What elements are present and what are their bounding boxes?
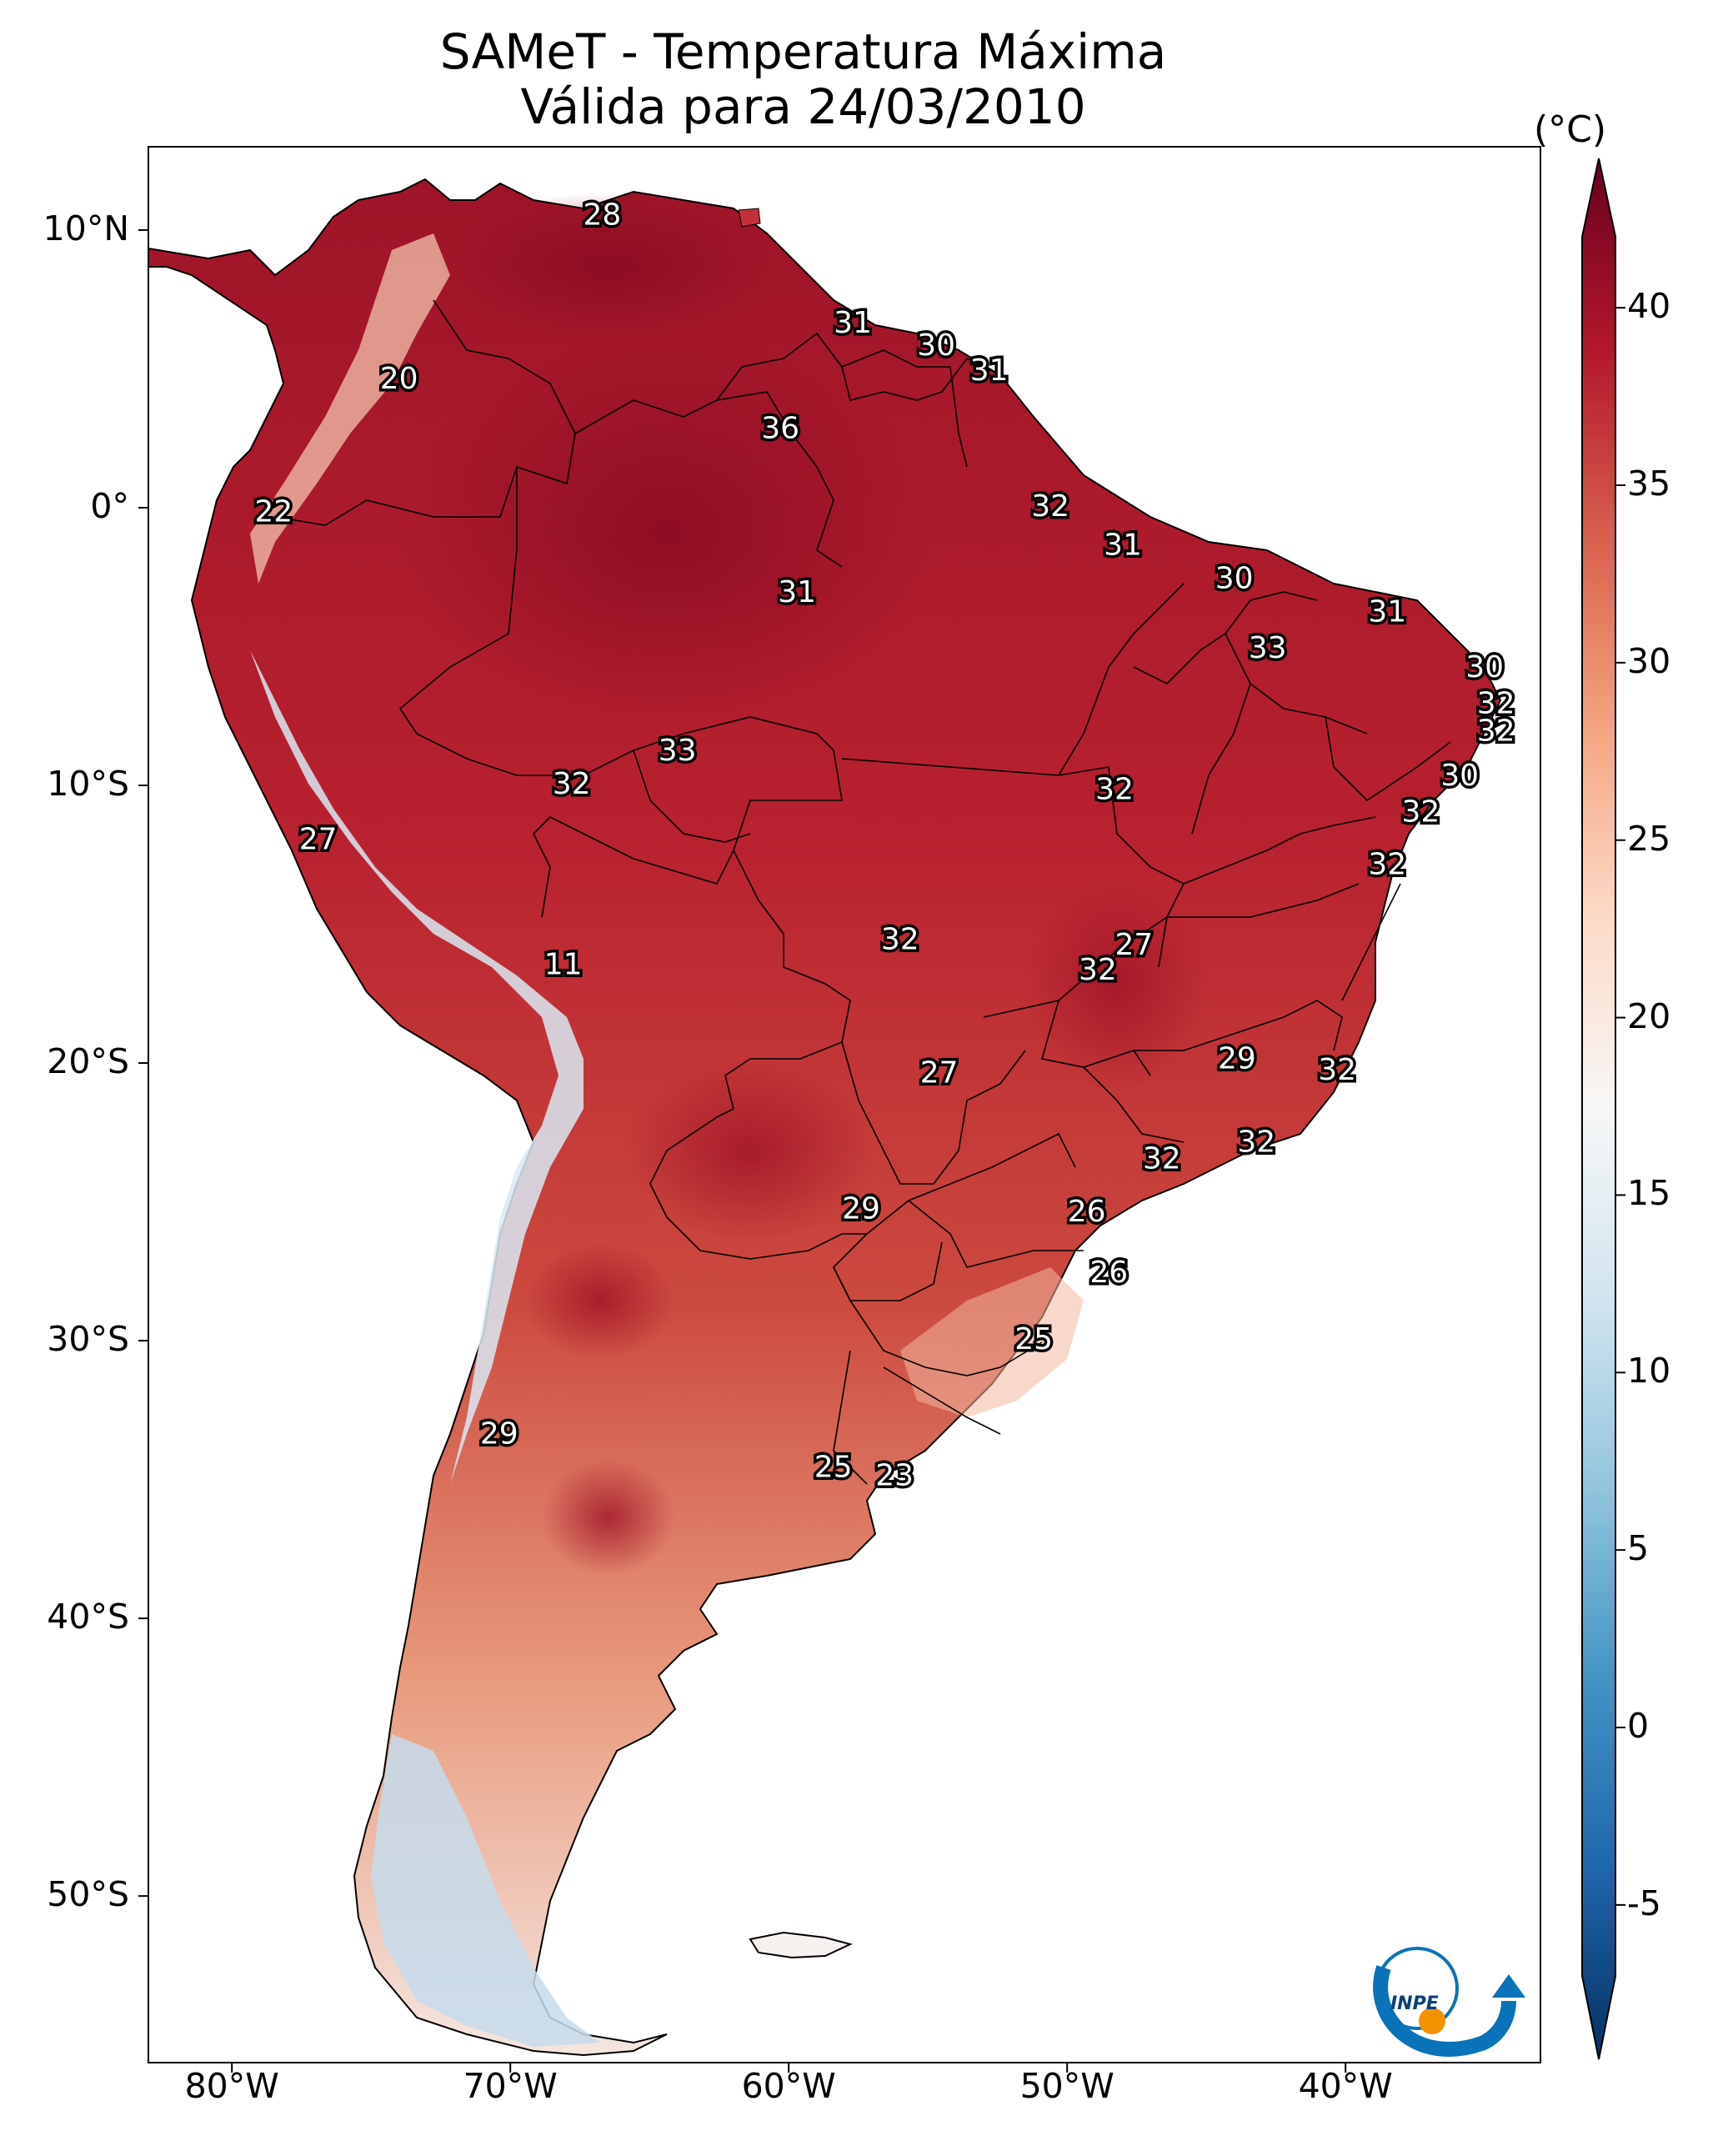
patagonia-cold-zone <box>371 1734 600 2047</box>
station-label: 36 <box>761 412 799 446</box>
trinidad-island <box>738 208 761 228</box>
station-label: 31 <box>834 306 872 340</box>
station-label: 25 <box>814 1450 853 1484</box>
pampa-hot-core <box>542 1459 675 1576</box>
station-label: 27 <box>920 1055 959 1090</box>
argentina-hot-core <box>525 1242 675 1359</box>
country-borders <box>274 299 1451 1485</box>
station-label: 31 <box>778 575 816 609</box>
colorbar-tick-label: 25 <box>1627 818 1671 859</box>
inpe-logo: INPE <box>1373 1947 1525 2057</box>
logo-ring <box>1375 1947 1459 2030</box>
lat-tick-label: 30°S <box>47 1319 129 1360</box>
axis-ticks <box>138 228 1347 2073</box>
colorbar-tick-label: 5 <box>1627 1528 1650 1569</box>
station-label: 32 <box>1143 1142 1181 1176</box>
map-subtitle: Válida para 24/03/2010 <box>520 78 1086 135</box>
station-label: 29 <box>842 1192 880 1226</box>
amazon-hot-core <box>400 333 934 734</box>
station-label: 32 <box>1095 773 1134 807</box>
station-label: 22 <box>254 495 293 529</box>
lon-tick-label: 40°W <box>1298 2066 1393 2106</box>
station-label: 32 <box>1079 953 1117 987</box>
lon-tick-label: 80°W <box>184 2066 279 2106</box>
colorbar-tick-label: 10 <box>1627 1351 1671 1391</box>
colorbar-ramp <box>1581 158 1616 2060</box>
lat-tick-label: 20°S <box>47 1041 129 1082</box>
station-label: 30 <box>1440 759 1479 793</box>
station-label: 11 <box>544 948 583 982</box>
colorbar-tick-label: 30 <box>1627 640 1671 681</box>
colorbar-tick-label: 35 <box>1627 464 1671 504</box>
station-label: 32 <box>1368 848 1406 882</box>
station-label: 29 <box>480 1416 518 1451</box>
station-label: 32 <box>1237 1126 1275 1160</box>
lon-tick-label: 60°W <box>741 2066 836 2106</box>
logo-orange-dot <box>1419 2008 1445 2034</box>
station-label: 33 <box>1249 631 1287 665</box>
colorbar-tick-label: -5 <box>1627 1883 1661 1923</box>
station-label: 32 <box>1031 489 1069 524</box>
station-label: 31 <box>1104 529 1142 563</box>
colorbar-tick-label: 40 <box>1627 286 1671 327</box>
station-label: 27 <box>1114 928 1153 962</box>
station-label: 28 <box>583 198 621 232</box>
logo-text: INPE <box>1390 1993 1439 2014</box>
station-label: 32 <box>1401 795 1440 829</box>
colorbar-unit: (°C) <box>1534 108 1607 151</box>
lon-tick-label: 70°W <box>463 2066 558 2106</box>
colorbar-ticks <box>1615 307 1625 1906</box>
station-label: 30 <box>1465 650 1504 684</box>
chaco-hot-core <box>625 1059 875 1242</box>
station-label: 32 <box>1477 714 1515 749</box>
station-label: 32 <box>1477 686 1515 720</box>
station-label: 20 <box>380 362 418 396</box>
lat-tick-label: 50°S <box>47 1874 129 1915</box>
goias-hot-core <box>1025 875 1209 1092</box>
station-label: 23 <box>875 1458 914 1492</box>
lat-tick-label: 0° <box>90 485 129 526</box>
station-label: 32 <box>881 923 919 957</box>
lat-tick-label: 10°S <box>47 764 129 804</box>
lat-tick-label: 10°N <box>43 208 129 248</box>
lon-tick-label: 50°W <box>1019 2066 1114 2106</box>
station-label: 33 <box>659 734 697 768</box>
station-label: 30 <box>1215 562 1254 596</box>
station-label: 26 <box>1089 1256 1128 1290</box>
map-title: SAMeT - Temperatura Máxima <box>439 23 1167 80</box>
station-label: 32 <box>553 767 591 801</box>
station-label: 25 <box>1014 1322 1053 1356</box>
falkland-islands <box>749 1931 853 1959</box>
colorbar-tick-label: 20 <box>1627 995 1671 1036</box>
station-label: 31 <box>1368 595 1406 629</box>
station-label: 32 <box>1318 1053 1356 1087</box>
station-label: 27 <box>299 823 338 857</box>
logo-swoosh <box>1373 1965 1516 2057</box>
station-label: 30 <box>917 328 955 363</box>
station-label: 31 <box>970 353 1009 388</box>
colorbar <box>1581 158 1625 2060</box>
colombia-andes-cool <box>250 233 450 584</box>
andes-cold-band <box>250 650 584 1484</box>
station-label: 26 <box>1068 1195 1106 1229</box>
colorbar-tick-label: 15 <box>1627 1173 1671 1214</box>
colorbar-tick-label: 0 <box>1627 1706 1650 1746</box>
lat-tick-label: 40°S <box>47 1597 129 1637</box>
logo-arrow-icon <box>1492 1974 1525 1998</box>
venezuela-hot-core <box>442 192 775 342</box>
station-label: 29 <box>1218 1042 1256 1076</box>
south-brazil-mild-zone <box>900 1267 1084 1417</box>
